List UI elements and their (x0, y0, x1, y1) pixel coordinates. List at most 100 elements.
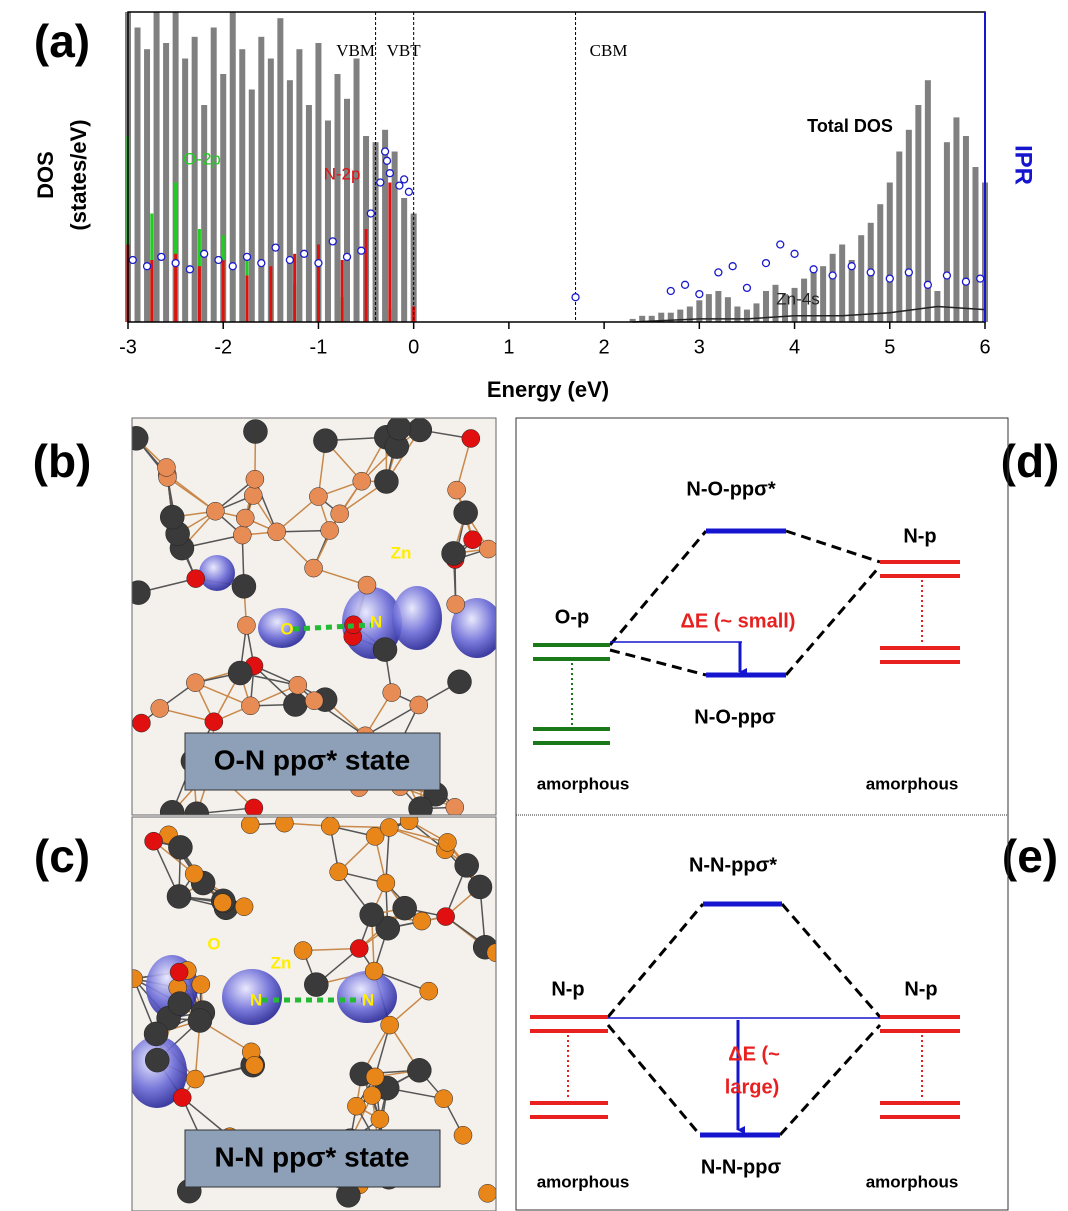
ipr-point (728, 262, 737, 271)
ipr-point (257, 258, 266, 268)
x-tick-label: -2 (214, 336, 232, 358)
atom (376, 873, 396, 893)
atom (407, 418, 433, 443)
atom (206, 501, 225, 521)
atom (382, 683, 401, 702)
dos-bar (953, 117, 960, 323)
atom (159, 504, 185, 530)
atom (365, 827, 385, 846)
dos-bar (163, 43, 170, 322)
ipr-point (242, 252, 252, 262)
delta-label: large) (725, 1076, 779, 1098)
ipr-point (866, 268, 875, 277)
atom (441, 541, 466, 566)
ipr-point (942, 271, 952, 280)
dos-bar (258, 36, 265, 323)
dos-bar (801, 278, 808, 322)
atom (365, 1067, 385, 1087)
dos-bar (962, 136, 969, 322)
atom (372, 637, 398, 662)
dos-bar (364, 229, 368, 322)
atom (236, 508, 255, 528)
atom (407, 1058, 432, 1083)
x-tick-label: 6 (979, 336, 990, 358)
atom-label: O (207, 934, 220, 953)
ipr-point (666, 286, 675, 296)
dos-bar (391, 151, 398, 322)
atom (392, 895, 417, 921)
dos-bar (229, 12, 236, 322)
ipr-point (157, 252, 166, 262)
delta-label: ΔE (~ (728, 1043, 780, 1065)
dos-bar (191, 36, 198, 323)
dos-bar (324, 120, 331, 322)
dos-bar (820, 266, 827, 322)
atom (244, 798, 264, 815)
ipr-point (961, 277, 971, 286)
atom (288, 675, 308, 695)
ipr-point (714, 268, 723, 277)
bond (159, 707, 215, 723)
ipr-point (695, 289, 704, 299)
dos-bar (667, 312, 674, 322)
bond (313, 567, 368, 586)
ipr-point (214, 255, 223, 265)
ipr-point (376, 178, 385, 187)
state-label: N-N ppσ* state (215, 1141, 410, 1172)
dos-bar (172, 12, 179, 322)
ipr-point (680, 280, 690, 289)
dos-bar (267, 58, 274, 322)
ipr-point (904, 268, 913, 277)
atom (132, 713, 151, 733)
dos-bar (293, 253, 297, 322)
atom (453, 1126, 473, 1145)
diagram-d: N-O-ppσ* N-O-ppσ O-p N-p ΔE (~ small) am… (533, 478, 960, 793)
atom (438, 833, 457, 852)
atom (370, 1109, 390, 1129)
atom (168, 835, 193, 860)
atom (231, 574, 257, 599)
atom-label: O (280, 619, 293, 638)
dos-bar (686, 306, 693, 322)
phase-label: amorphous (866, 774, 959, 793)
orbital (222, 969, 282, 1025)
atom (275, 817, 294, 833)
y2-axis-label: IPR (1010, 145, 1037, 185)
ipr-point (271, 243, 280, 252)
atom-label: N (370, 612, 382, 631)
ipr-point (342, 252, 352, 262)
ipr-point (357, 246, 366, 255)
atom (362, 1086, 382, 1105)
ipr-point (385, 169, 395, 178)
dos-bar (315, 43, 322, 322)
atom (380, 818, 399, 837)
atom (245, 1056, 264, 1075)
atom (320, 817, 340, 836)
dos-bar (772, 284, 779, 322)
dos-bar (248, 89, 255, 322)
atom (132, 580, 151, 605)
x-tick-label: 4 (789, 336, 800, 358)
bond (373, 970, 430, 992)
orbital (199, 555, 235, 591)
atom (150, 699, 170, 718)
series-label: N-2p (324, 164, 361, 183)
atom-label: Zn (391, 543, 412, 562)
dos-bar (344, 98, 351, 322)
level-label: N-O-ppσ (694, 706, 776, 728)
atom (349, 939, 369, 958)
atom (293, 941, 313, 960)
dos-bar (915, 105, 922, 322)
dos-bar (629, 318, 636, 322)
atom (447, 669, 472, 695)
delta-label: ΔE (~ small) (681, 610, 796, 632)
panel-label: (a) (34, 15, 90, 67)
band-edge-label: VBM (336, 41, 375, 60)
dos-bar (277, 18, 284, 322)
dos-bar (144, 49, 151, 322)
atom (191, 975, 211, 994)
dos-bar (943, 142, 950, 322)
atom (204, 712, 224, 731)
dos-bar (210, 27, 217, 322)
bond (364, 704, 420, 737)
